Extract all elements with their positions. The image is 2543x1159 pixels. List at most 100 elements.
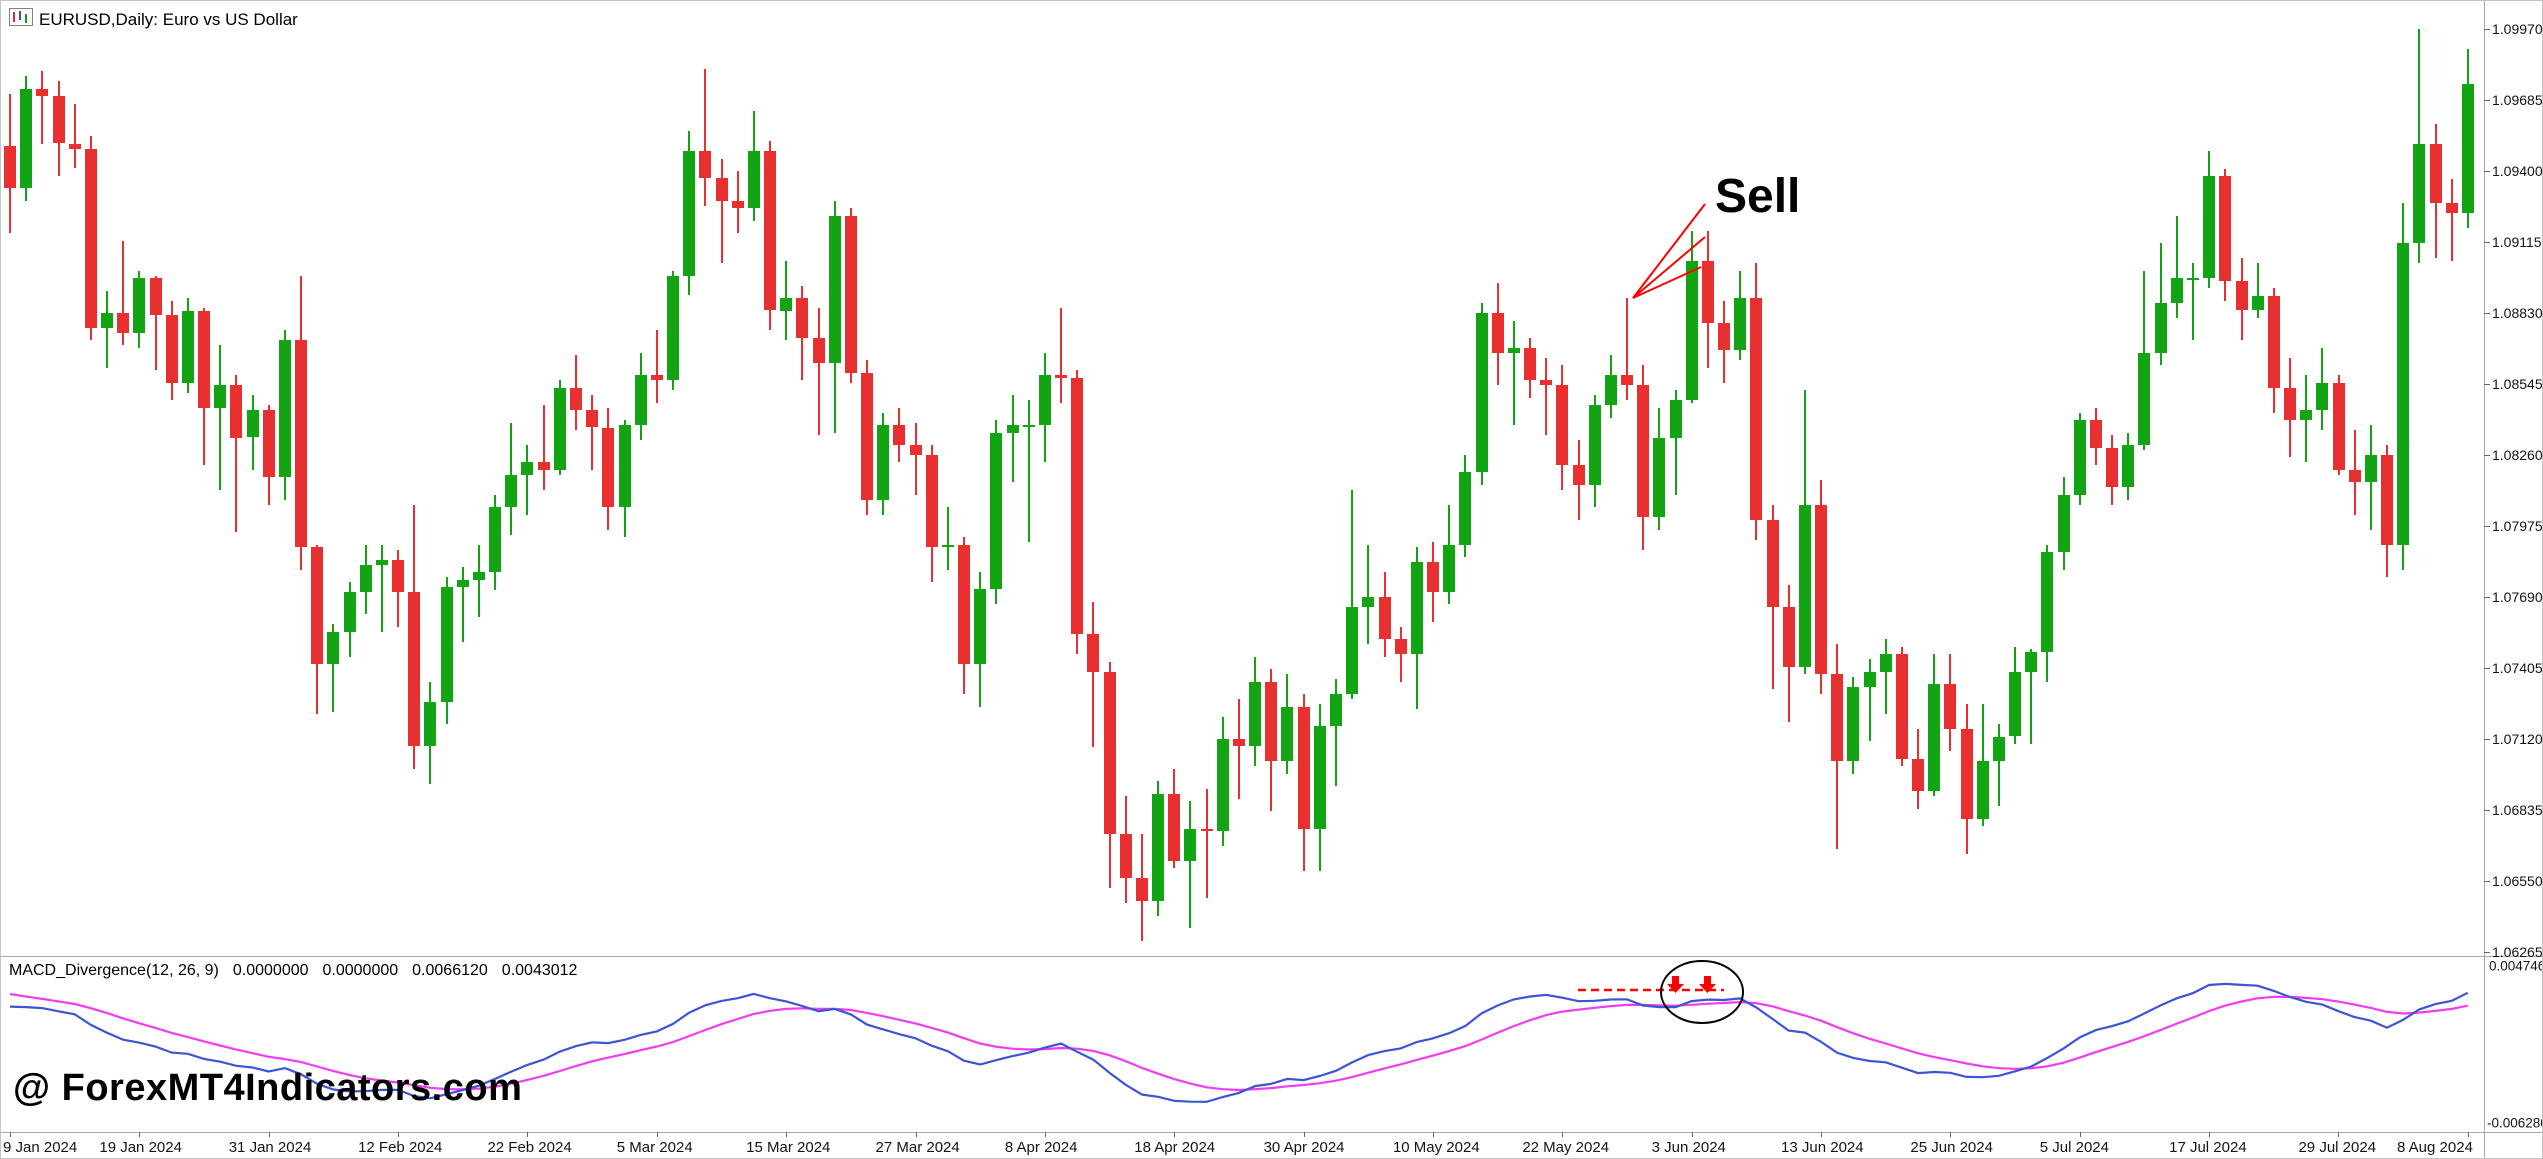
candle-bearish	[1524, 337, 1536, 398]
scale-separator-vertical	[2484, 1, 2485, 1158]
candle-bullish	[1329, 679, 1342, 787]
candle-bullish	[1879, 639, 1892, 715]
candle-bullish	[2073, 412, 2086, 505]
candle-body	[2348, 469, 2361, 483]
price-scale-label: 1.06835	[2492, 802, 2543, 818]
candle-body	[877, 425, 890, 500]
candle-body	[2316, 382, 2329, 411]
candle-body	[1459, 472, 1472, 545]
candle-bearish	[295, 275, 308, 570]
candle-bullish	[1249, 656, 1262, 767]
candle-bearish	[650, 330, 663, 403]
candle-body	[359, 564, 372, 592]
candle-body	[731, 200, 744, 209]
time-axis-tick	[1562, 1132, 1563, 1137]
candle-body	[1718, 322, 1730, 351]
candle-bearish	[149, 275, 162, 371]
candle-bearish	[2219, 168, 2232, 301]
candle-body	[2381, 455, 2393, 545]
candle-body	[1184, 828, 1197, 862]
candle-body	[1394, 639, 1407, 655]
candle-bullish	[1976, 704, 1989, 827]
candle-body	[1491, 312, 1504, 353]
time-axis-label: 19 Jan 2024	[99, 1139, 182, 1156]
candle-bullish	[1022, 400, 1035, 543]
candle-bullish	[2154, 243, 2167, 366]
candle-body	[1750, 298, 1763, 520]
candle-body	[1863, 671, 1876, 687]
candle-wick	[1626, 298, 1628, 401]
candle-body	[925, 455, 938, 548]
candle-wick	[526, 445, 529, 515]
candle-wick	[591, 395, 594, 470]
candle-body	[1281, 706, 1294, 762]
price-scale-tick	[2484, 810, 2490, 811]
candle-bullish	[780, 260, 793, 341]
candle-wick	[1237, 699, 1240, 799]
candle-bearish	[68, 103, 81, 169]
candlestick-chart-icon	[9, 8, 33, 31]
candle-wick	[914, 422, 917, 495]
time-axis-label: 8 Apr 2024	[1004, 1139, 1078, 1156]
candle-bearish	[1232, 699, 1245, 799]
candle-bullish	[1685, 230, 1698, 403]
candle-wick	[73, 103, 76, 169]
candle-body	[1895, 654, 1908, 759]
candle-bullish	[343, 582, 356, 657]
macd-indicator-value: 0.0043012	[501, 962, 578, 979]
price-scale-label: 1.09685	[2492, 92, 2543, 108]
candle-bearish	[1119, 796, 1132, 904]
candle-bearish	[1297, 694, 1310, 872]
price-pane[interactable]	[1, 1, 2484, 956]
candle-body	[1572, 464, 1585, 485]
candle-bearish	[2381, 445, 2393, 577]
time-axis-tick	[2209, 1132, 2210, 1137]
candle-body	[1507, 347, 1520, 353]
candle-wick	[1367, 544, 1370, 645]
candle-body	[2413, 143, 2426, 244]
candle-bullish	[683, 131, 696, 296]
candle-body	[392, 559, 405, 593]
candle-body	[2089, 420, 2102, 448]
candle-body	[650, 375, 663, 381]
candle-wick	[1205, 788, 1208, 899]
candle-wick	[1868, 659, 1871, 742]
candle-body	[1621, 375, 1633, 386]
sell-annotation-label[interactable]: Sell	[1715, 170, 1801, 223]
candle-bearish	[844, 208, 857, 383]
candle-bullish	[2397, 203, 2410, 570]
macd-scale[interactable]	[2485, 957, 2542, 1132]
candle-wick	[2030, 649, 2033, 744]
candle-bearish	[2267, 288, 2280, 413]
candle-wick	[946, 507, 949, 570]
time-axis-tick	[269, 1132, 270, 1137]
candle-wick	[477, 544, 480, 617]
price-scale-tick	[2484, 597, 2490, 598]
candle-body	[2300, 410, 2313, 421]
time-axis-label: 8 Aug 2024	[2397, 1139, 2473, 1156]
candle-wick	[1334, 679, 1337, 787]
candle-body	[2397, 243, 2410, 545]
candle-bullish	[1928, 654, 1941, 797]
time-axis-tick	[139, 1132, 140, 1137]
candle-body	[472, 572, 485, 580]
candle-body	[796, 298, 809, 338]
candle-bullish	[2251, 263, 2264, 318]
candle-body	[36, 88, 49, 97]
price-scale-tick	[2484, 242, 2490, 243]
candle-body	[1410, 562, 1423, 655]
candle-body	[1119, 833, 1132, 879]
candle-body	[1798, 504, 1811, 667]
candle-body	[1524, 347, 1536, 381]
price-scale-tick	[2484, 29, 2490, 30]
macd-indicator-label: MACD_Divergence(12, 26, 9) 0.0000000 0.000…	[9, 962, 577, 980]
candle-body	[230, 385, 243, 438]
candle-bullish	[133, 270, 146, 348]
time-axis-tick	[1433, 1132, 1434, 1137]
candle-bearish	[715, 158, 728, 264]
candle-wick	[2256, 263, 2259, 318]
candle-body	[1604, 375, 1617, 406]
candle-bearish	[1168, 768, 1181, 869]
candle-bullish	[521, 445, 534, 515]
candle-body	[893, 425, 906, 445]
